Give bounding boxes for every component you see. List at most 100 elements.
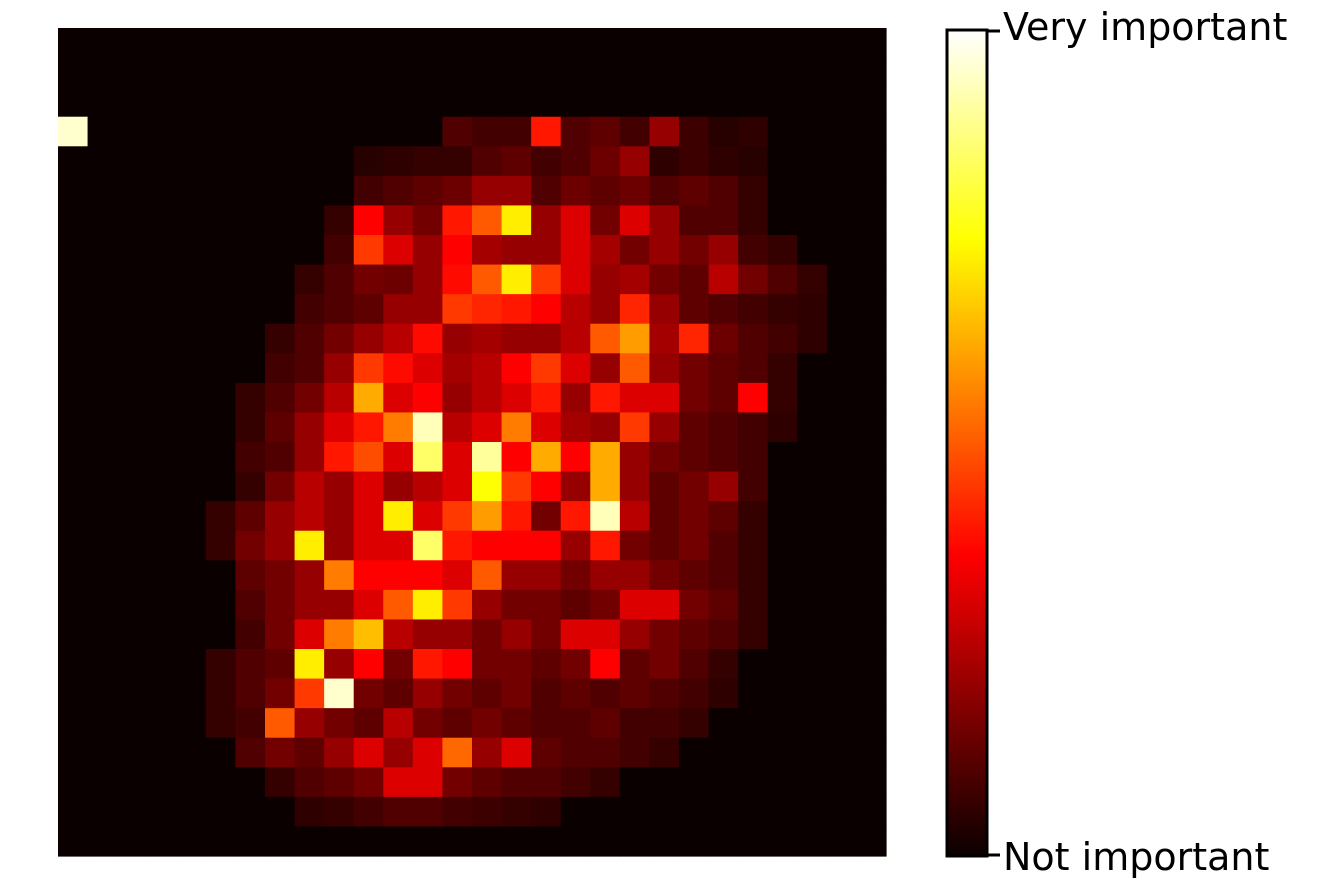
heatmap-cell (353, 294, 384, 325)
heatmap-cell (501, 87, 532, 118)
heatmap-cell (708, 737, 739, 768)
heatmap-cell (797, 737, 828, 768)
heatmap-cell (58, 294, 89, 325)
heatmap-cell (501, 57, 532, 88)
heatmap-cell (679, 235, 710, 266)
heatmap-cell (146, 412, 177, 443)
heatmap-cell (176, 205, 207, 236)
heatmap-cell (324, 205, 355, 236)
heatmap-cell (856, 737, 887, 768)
heatmap-cell (353, 146, 384, 177)
heatmap-cell (176, 382, 207, 414)
heatmap-cell (767, 205, 798, 236)
heatmap-cell (205, 708, 237, 739)
heatmap-cell (531, 87, 562, 118)
heatmap-cell (117, 116, 148, 147)
heatmap-cell (324, 146, 355, 177)
heatmap-cell (412, 294, 444, 325)
heatmap-cell (324, 28, 355, 59)
heatmap-cell (679, 530, 710, 561)
heatmap-cell (324, 708, 355, 739)
heatmap-cell (767, 619, 798, 650)
heatmap-cell (590, 382, 621, 414)
heatmap-cell (767, 146, 798, 177)
heatmap-cell (708, 175, 739, 207)
heatmap-cell (353, 175, 384, 207)
heatmap-cell (117, 708, 148, 739)
heatmap-cell (235, 323, 266, 354)
heatmap-cell (826, 796, 858, 828)
heatmap-cell (738, 412, 769, 443)
heatmap-cell (590, 205, 621, 236)
heatmap-cell (324, 353, 355, 384)
heatmap-cell (560, 146, 591, 177)
heatmap-cell (117, 235, 148, 266)
heatmap-cell (324, 678, 355, 709)
heatmap-cell (501, 708, 532, 739)
heatmap-cell (383, 442, 414, 473)
heatmap-cell (472, 796, 503, 828)
heatmap-cell (856, 235, 887, 266)
heatmap-cell (235, 146, 266, 177)
heatmap-cell (442, 28, 473, 59)
heatmap-cell (826, 560, 858, 591)
heatmap-cell (649, 87, 680, 118)
heatmap-cell (58, 28, 89, 59)
heatmap-cell (383, 146, 414, 177)
heatmap-cell (472, 442, 503, 473)
heatmap-cell (87, 235, 118, 266)
heatmap-cell (205, 175, 237, 207)
heatmap-cell (176, 708, 207, 739)
heatmap-cell (176, 619, 207, 650)
heatmap-cell (383, 796, 414, 828)
heatmap-cell (738, 589, 769, 621)
heatmap-cell (619, 382, 651, 414)
heatmap-cell (265, 442, 296, 473)
heatmap-cell (501, 146, 532, 177)
heatmap-cell (560, 323, 591, 354)
heatmap-cell (87, 28, 118, 59)
heatmap-cell (826, 678, 858, 709)
heatmap-cell (442, 412, 473, 443)
heatmap-cell (146, 323, 177, 354)
heatmap-cell (442, 323, 473, 354)
heatmap-cell (679, 501, 710, 532)
heatmap-cell (324, 235, 355, 266)
heatmap-cell (679, 412, 710, 443)
heatmap-cell (797, 501, 828, 532)
heatmap-cell (146, 767, 177, 798)
heatmap-cell (294, 678, 325, 709)
heatmap-cell (708, 323, 739, 354)
heatmap-cell (442, 560, 473, 591)
heatmap-cell (826, 146, 858, 177)
heatmap-cell (265, 737, 296, 768)
heatmap-cell (590, 619, 621, 650)
heatmap-cell (324, 471, 355, 502)
heatmap-cell (146, 589, 177, 621)
heatmap-cell (531, 796, 562, 828)
heatmap-cell (58, 353, 89, 384)
heatmap-cell (501, 264, 532, 295)
heatmap-cell (353, 382, 384, 414)
heatmap-cell (87, 412, 118, 443)
heatmap-cell (708, 471, 739, 502)
heatmap-cell (58, 87, 89, 118)
heatmap-cell (117, 501, 148, 532)
heatmap-cell (176, 826, 207, 857)
heatmap-cell (176, 353, 207, 384)
heatmap-cell (619, 323, 651, 354)
heatmap-cell (590, 175, 621, 207)
heatmap-cell (383, 737, 414, 768)
heatmap-cell (235, 175, 266, 207)
heatmap-cell (265, 530, 296, 561)
heatmap-cell (146, 116, 177, 147)
heatmap-cell (58, 235, 89, 266)
heatmap-cell (649, 235, 680, 266)
heatmap-cell (560, 589, 591, 621)
heatmap-cell (324, 382, 355, 414)
heatmap-cell (205, 442, 237, 473)
heatmap-cell (738, 175, 769, 207)
heatmap-cell (265, 87, 296, 118)
heatmap-cell (649, 205, 680, 236)
heatmap-cell (531, 175, 562, 207)
